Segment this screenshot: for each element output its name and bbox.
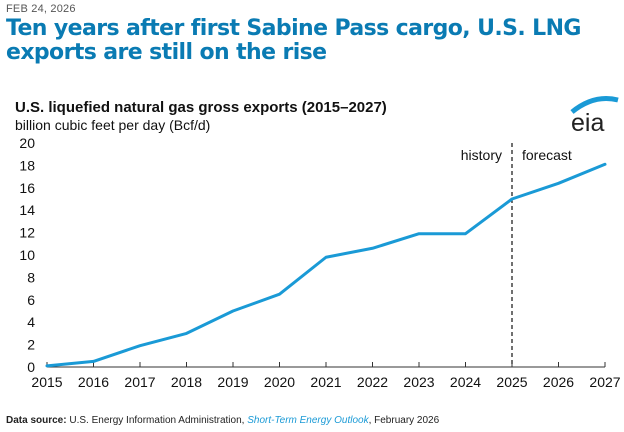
x-tick-label: 2018: [171, 374, 202, 390]
chart-ylabel: billion cubic feet per day (Bcf/d): [15, 117, 211, 133]
y-tick-label: 2: [27, 337, 35, 353]
data-point: [465, 233, 466, 235]
y-tick-label: 18: [19, 157, 35, 173]
x-tick-label: 2019: [217, 374, 248, 390]
x-tick-label: 2024: [450, 374, 481, 390]
data-point: [46, 365, 48, 367]
line-chart: 0 2 4 6 8 10 12 14 16 18 20 2015 2016 2017 2018 2019 202…: [19, 135, 620, 390]
data-point: [604, 163, 606, 165]
y-tick-label: 10: [19, 247, 35, 263]
x-tick-label: 2015: [31, 374, 62, 390]
data-point: [418, 233, 420, 235]
date: FEB 24, 2026: [6, 3, 76, 15]
chart-title: U.S. liquefied natural gas gross exports…: [15, 99, 387, 116]
x-tick-label: 2021: [310, 374, 341, 390]
data-point: [372, 247, 373, 249]
x-tick-label: 2023: [403, 374, 434, 390]
y-tick-label: 4: [27, 314, 35, 330]
data-point: [139, 345, 141, 347]
x-tick-label: 2020: [264, 374, 295, 390]
y-tick-label: 12: [19, 225, 35, 241]
data-point: [558, 182, 559, 184]
y-tick-label: 6: [27, 292, 35, 308]
annotation-history: history: [461, 147, 502, 163]
x-tick-label: 2025: [496, 374, 527, 390]
data-point: [232, 310, 234, 312]
y-tick-label: 20: [19, 135, 35, 151]
y-tick-label: 14: [19, 202, 35, 218]
annotation-forecast: forecast: [522, 147, 572, 163]
eia-logo: eia: [570, 96, 619, 134]
x-tick-label: 2027: [589, 374, 620, 390]
x-tick-label: 2017: [124, 374, 155, 390]
x-tick-label: 2016: [78, 374, 109, 390]
data-point: [325, 256, 327, 258]
data-source: Data source: U.S. Energy Information Adm…: [6, 415, 440, 426]
page-title: Ten years after first Sabine Pass cargo,…: [6, 16, 581, 65]
data-point: [186, 332, 187, 334]
svg-text:eia: eia: [571, 109, 604, 134]
y-tick-label: 8: [27, 269, 35, 285]
data-point: [511, 198, 513, 200]
data-point: [279, 293, 280, 295]
y-tick-label: 16: [19, 180, 35, 196]
y-tick-label: 0: [27, 359, 35, 375]
series-line: [45, 162, 607, 368]
data-point: [93, 360, 94, 362]
x-tick-label: 2026: [543, 374, 574, 390]
x-tick-label: 2022: [357, 374, 388, 390]
